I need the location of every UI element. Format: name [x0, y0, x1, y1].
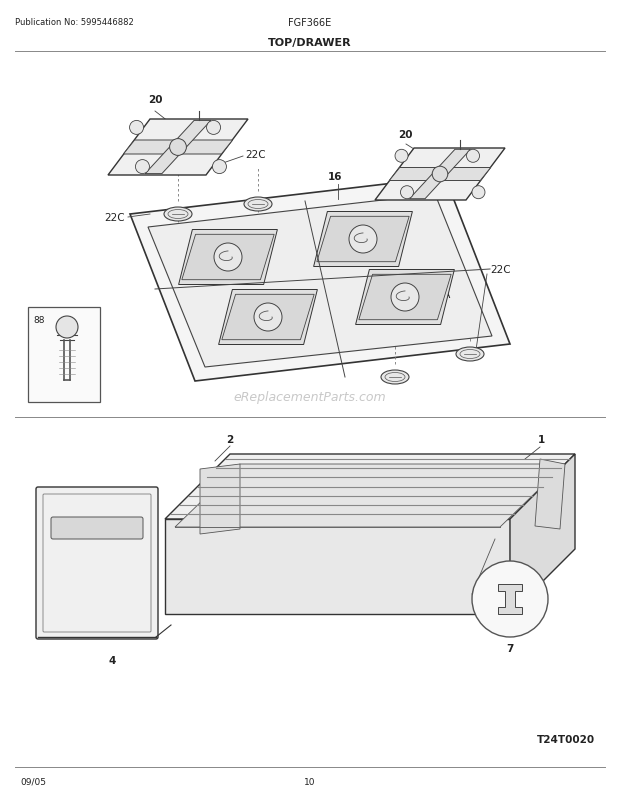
- Text: 1: 1: [538, 435, 545, 444]
- Polygon shape: [498, 585, 522, 614]
- Bar: [28, 308, 100, 403]
- Polygon shape: [165, 455, 575, 520]
- Polygon shape: [179, 230, 277, 286]
- Circle shape: [432, 167, 448, 183]
- Circle shape: [214, 244, 242, 272]
- Text: 7: 7: [507, 643, 514, 653]
- Ellipse shape: [244, 198, 272, 212]
- Polygon shape: [222, 295, 314, 340]
- Circle shape: [395, 150, 408, 163]
- Ellipse shape: [164, 208, 192, 221]
- Polygon shape: [317, 217, 409, 262]
- Polygon shape: [389, 168, 490, 181]
- Circle shape: [213, 160, 226, 174]
- Circle shape: [401, 187, 414, 200]
- Circle shape: [472, 561, 548, 638]
- Circle shape: [206, 121, 221, 136]
- Circle shape: [391, 284, 419, 312]
- Text: 88: 88: [33, 316, 45, 325]
- Text: 22A: 22A: [430, 290, 450, 300]
- Text: TOP/DRAWER: TOP/DRAWER: [268, 38, 352, 48]
- Polygon shape: [375, 149, 505, 200]
- Text: 16: 16: [328, 172, 342, 182]
- Text: 22C: 22C: [490, 265, 511, 274]
- Circle shape: [130, 121, 144, 136]
- Circle shape: [135, 160, 149, 174]
- Polygon shape: [200, 464, 240, 534]
- Text: T24T0020: T24T0020: [537, 734, 595, 744]
- Polygon shape: [409, 150, 471, 200]
- FancyBboxPatch shape: [36, 488, 158, 639]
- Polygon shape: [130, 178, 510, 382]
- Circle shape: [56, 317, 78, 338]
- Polygon shape: [510, 455, 575, 614]
- Text: 10: 10: [304, 777, 316, 786]
- Polygon shape: [356, 270, 454, 325]
- Polygon shape: [219, 290, 317, 345]
- Circle shape: [349, 225, 377, 253]
- Text: 22C: 22C: [245, 150, 265, 160]
- Polygon shape: [108, 119, 248, 176]
- Text: Publication No: 5995446882: Publication No: 5995446882: [15, 18, 134, 27]
- Text: FGF366E: FGF366E: [288, 18, 332, 28]
- Text: eReplacementParts.com: eReplacementParts.com: [234, 391, 386, 404]
- Polygon shape: [165, 520, 510, 614]
- Circle shape: [254, 304, 282, 331]
- Polygon shape: [182, 235, 274, 281]
- Text: 20: 20: [398, 130, 412, 140]
- Polygon shape: [123, 141, 232, 155]
- Ellipse shape: [381, 371, 409, 384]
- Ellipse shape: [456, 347, 484, 362]
- Circle shape: [170, 140, 187, 156]
- Polygon shape: [148, 195, 492, 367]
- Polygon shape: [314, 213, 412, 267]
- Text: 2: 2: [226, 435, 234, 444]
- Text: 09/05: 09/05: [20, 777, 46, 786]
- Text: 20: 20: [148, 95, 162, 105]
- Text: 22C: 22C: [104, 213, 125, 223]
- Circle shape: [466, 150, 479, 163]
- Polygon shape: [145, 121, 211, 174]
- Circle shape: [472, 187, 485, 200]
- Text: 4: 4: [108, 655, 116, 665]
- Polygon shape: [535, 460, 565, 529]
- Polygon shape: [175, 464, 565, 528]
- FancyBboxPatch shape: [51, 517, 143, 539]
- Polygon shape: [359, 275, 451, 320]
